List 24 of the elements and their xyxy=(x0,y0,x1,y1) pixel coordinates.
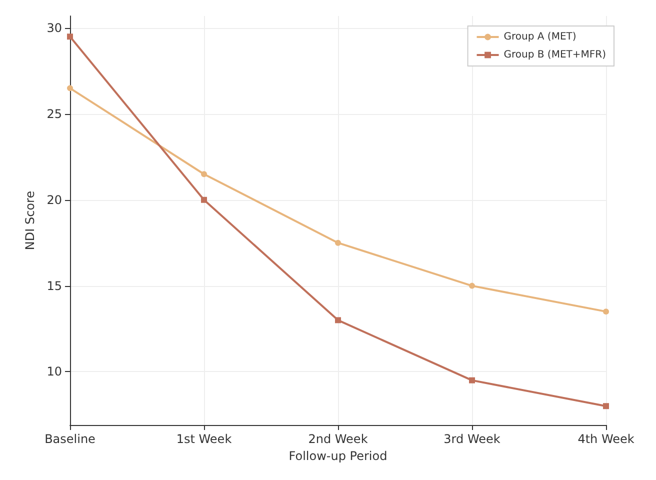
x-tick-label: 1st Week xyxy=(176,432,232,446)
point xyxy=(67,34,73,40)
x-tick-label: 2nd Week xyxy=(308,432,368,446)
y-axis-title: NDI Score xyxy=(22,190,37,250)
x-tick-label: 3rd Week xyxy=(444,432,500,446)
point xyxy=(201,171,207,178)
point xyxy=(335,240,341,246)
y-tick-label: 25 xyxy=(46,106,62,121)
y-tick-label: 10 xyxy=(46,364,62,379)
legend-label: Group B (MET+MFR) xyxy=(504,50,606,60)
point xyxy=(469,377,475,384)
y-tick-label: 15 xyxy=(46,278,62,293)
legend-label: Group A (MET) xyxy=(504,32,576,42)
y-tick-label: 30 xyxy=(46,21,62,36)
y-tick-label: 20 xyxy=(46,192,62,207)
point xyxy=(335,317,341,324)
x-tick-label: 4th Week xyxy=(578,432,634,446)
point xyxy=(603,308,609,315)
x-axis-title: Follow-up Period xyxy=(288,448,388,463)
point xyxy=(469,282,475,289)
x-tick-label: Baseline xyxy=(44,432,96,446)
point xyxy=(201,196,207,203)
point xyxy=(67,85,73,92)
point xyxy=(603,403,609,410)
